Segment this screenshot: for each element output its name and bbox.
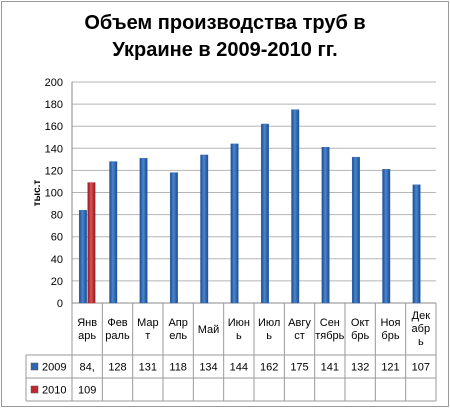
- legend-label-2010: 2010: [42, 385, 66, 397]
- x-tick-label: арь: [78, 330, 96, 342]
- y-tick-label: 80: [51, 210, 63, 222]
- y-axis-label: тыс.т: [32, 180, 43, 207]
- bar-2009: [139, 158, 148, 304]
- bar-2009: [200, 154, 209, 304]
- bar-2009: [169, 172, 178, 304]
- y-tick-label: 0: [57, 298, 63, 310]
- x-tick-label: Авгу: [288, 317, 311, 329]
- x-tick-label: ель: [169, 330, 187, 342]
- data-label-2009: 144: [230, 362, 248, 374]
- data-label-2009: 118: [169, 362, 187, 374]
- bar-2009: [109, 161, 118, 304]
- y-tick-label: 120: [45, 165, 63, 177]
- x-tick-label: абр: [412, 323, 431, 335]
- bar-2009: [382, 169, 391, 304]
- data-label-2009: 84,: [80, 362, 95, 374]
- data-label-2010: 109: [78, 385, 96, 397]
- y-tick-label: 140: [45, 143, 63, 155]
- x-tick-label: т: [145, 330, 150, 342]
- x-tick-label: Май: [198, 324, 220, 336]
- x-tick-label: раль: [105, 330, 130, 342]
- chart-title-line-2: Украине в 2009-2010 гг.: [112, 39, 338, 61]
- x-tick-label: Июл: [258, 317, 280, 329]
- data-label-2009: 107: [412, 362, 430, 374]
- legend-label-2009: 2009: [42, 362, 66, 374]
- x-tick-label: Дек: [412, 310, 431, 322]
- y-tick-label: 20: [51, 276, 63, 288]
- x-tick-label: брь: [381, 330, 399, 342]
- chart-title: Объем производства труб в Украине в 2009…: [0, 10, 450, 64]
- bar-2009: [230, 143, 239, 304]
- x-tick-label: Окт: [351, 317, 370, 329]
- data-label-2009: 128: [108, 362, 126, 374]
- x-tick-label: ь: [266, 330, 272, 342]
- data-label-2009: 131: [139, 362, 157, 374]
- bar-2009: [78, 209, 87, 304]
- legend-swatch-2009: [30, 362, 39, 371]
- y-tick-label: 60: [51, 232, 63, 244]
- chart-title-line-1: Объем производства труб в: [84, 12, 366, 34]
- y-tick-label: 180: [45, 99, 63, 111]
- y-tick-label: 100: [45, 188, 63, 200]
- x-tick-label: Ноя: [380, 317, 400, 329]
- x-tick-label: тябрь: [315, 330, 344, 342]
- y-tick-label: 160: [45, 121, 63, 133]
- bar-2009: [260, 123, 269, 304]
- bar-2010: [87, 182, 96, 304]
- y-tick-label: 40: [51, 254, 63, 266]
- y-tick-label: 200: [45, 77, 63, 89]
- data-label-2009: 134: [199, 362, 217, 374]
- data-label-2009: 121: [381, 362, 399, 374]
- x-tick-label: Мар: [137, 317, 159, 329]
- bar-2009: [351, 156, 360, 304]
- x-tick-label: брь: [351, 330, 369, 342]
- bars: [78, 109, 421, 304]
- data-label-2009: 175: [290, 362, 308, 374]
- x-tick-label: Фев: [107, 317, 127, 329]
- y-tick-labels: 0 20 40 60 80 100 120 140 160 180 200: [45, 77, 63, 310]
- x-tick-label: Сен: [320, 317, 340, 329]
- grid-lines: [71, 81, 436, 304]
- bar-2009: [321, 146, 330, 304]
- data-label-2009: 141: [321, 362, 339, 374]
- x-tick-label: Июн: [228, 317, 250, 329]
- x-tick-label: ст: [294, 330, 305, 342]
- x-tick-label: ь: [236, 330, 242, 342]
- data-label-2009: 162: [260, 362, 278, 374]
- x-tick-label: ь: [418, 336, 424, 348]
- data-label-2009: 132: [351, 362, 369, 374]
- legend-swatch-2010: [30, 385, 39, 394]
- x-tick-label: Янв: [77, 317, 97, 329]
- bar-2009: [412, 184, 421, 304]
- x-tick-label: Апр: [168, 317, 187, 329]
- bar-2009: [291, 109, 300, 304]
